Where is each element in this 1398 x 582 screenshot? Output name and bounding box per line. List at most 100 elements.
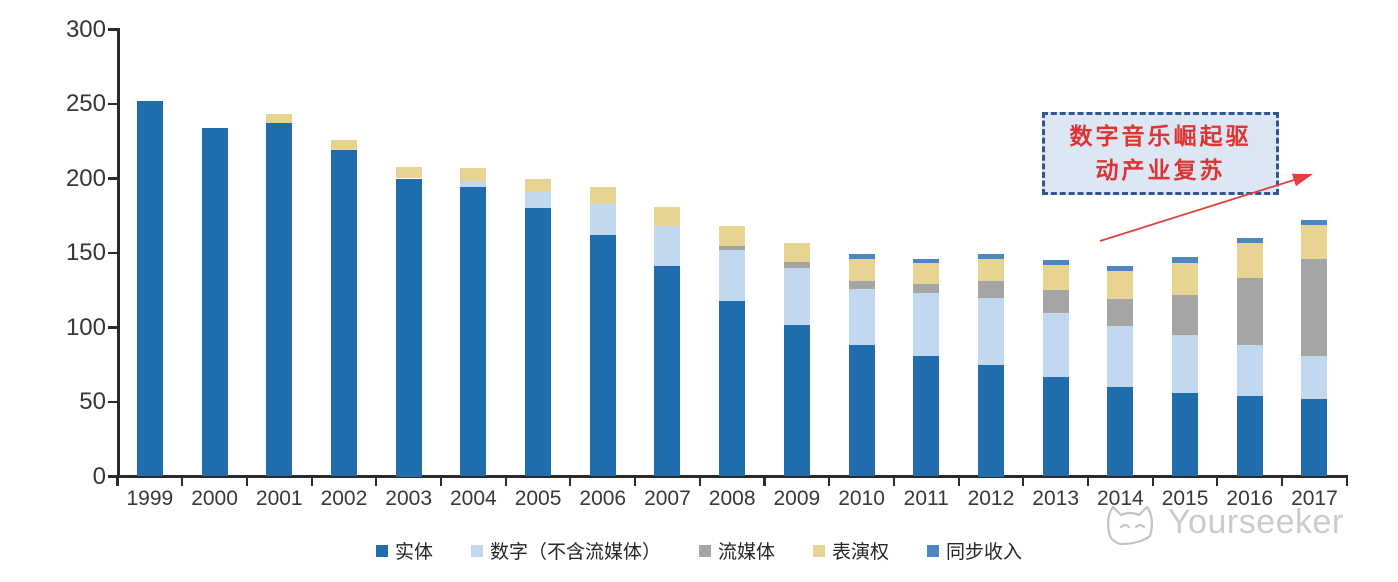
y-axis-tick bbox=[107, 102, 117, 106]
bar-segment bbox=[654, 226, 681, 267]
y-axis-tick bbox=[107, 475, 117, 478]
y-axis-tick bbox=[107, 326, 117, 329]
bar-segment bbox=[1042, 376, 1069, 477]
bar-segment bbox=[1301, 224, 1328, 259]
legend-swatch bbox=[470, 544, 483, 557]
legend-label: 表演权 bbox=[832, 542, 890, 563]
x-axis-tick bbox=[1281, 477, 1284, 486]
bar-segment bbox=[1172, 263, 1199, 295]
cat-logo-icon bbox=[1106, 505, 1154, 546]
bar-segment bbox=[1042, 260, 1069, 265]
bar-segment bbox=[848, 288, 875, 346]
bar-segment bbox=[330, 139, 357, 151]
x-axis-tick bbox=[698, 477, 701, 486]
legend-label: 流媒体 bbox=[717, 542, 775, 563]
bar-segment bbox=[589, 203, 616, 236]
x-axis-label: 2010 bbox=[838, 487, 885, 510]
y-axis-label: 250 bbox=[65, 90, 106, 117]
legend-item: 实体 bbox=[375, 537, 433, 564]
bar-segment bbox=[330, 150, 357, 477]
x-axis-tick bbox=[763, 477, 766, 486]
y-axis-label: 50 bbox=[79, 388, 106, 415]
bar-segment bbox=[913, 258, 940, 264]
legend-item: 表演权 bbox=[813, 537, 889, 564]
bar-segment bbox=[783, 267, 810, 325]
bar-segment bbox=[1042, 312, 1069, 377]
bar-segment bbox=[1107, 266, 1134, 271]
x-axis-label: 2002 bbox=[320, 487, 368, 510]
y-axis-label: 300 bbox=[65, 15, 106, 43]
bar-segment bbox=[1236, 238, 1263, 243]
bar-segment bbox=[525, 191, 552, 209]
x-axis-tick bbox=[181, 477, 184, 486]
y-axis-label: 0 bbox=[92, 462, 106, 490]
legend-label: 同步收入 bbox=[946, 542, 1023, 563]
bar-segment bbox=[977, 364, 1004, 477]
legend-item: 同步收入 bbox=[927, 537, 1022, 564]
bar-segment bbox=[977, 297, 1004, 365]
x-axis-label: 2016 bbox=[1226, 487, 1274, 510]
x-axis-tick bbox=[828, 477, 831, 486]
bar-segment bbox=[977, 258, 1004, 282]
bar-segment bbox=[266, 123, 293, 477]
x-axis-tick bbox=[439, 477, 443, 486]
bar-segment bbox=[1172, 294, 1199, 335]
x-axis-tick bbox=[1086, 477, 1090, 486]
bar-segment bbox=[1301, 355, 1328, 399]
x-axis-tick bbox=[1216, 477, 1219, 486]
legend-label: 实体 bbox=[394, 542, 433, 563]
bar-segment bbox=[848, 254, 875, 259]
x-axis-tick bbox=[116, 477, 119, 486]
bar-segment bbox=[1236, 242, 1263, 279]
x-axis-label: 2011 bbox=[903, 487, 949, 510]
bar-segment bbox=[913, 263, 940, 285]
bar-segment bbox=[848, 345, 875, 477]
bar-segment bbox=[1107, 270, 1134, 300]
x-axis-tick bbox=[569, 477, 572, 486]
annotation-line-2: 动产业复苏 bbox=[1095, 157, 1226, 183]
bar-segment bbox=[1172, 257, 1199, 264]
x-axis-label: 2000 bbox=[191, 487, 238, 510]
bar-segment bbox=[719, 245, 746, 251]
bar-segment bbox=[460, 187, 487, 477]
bar-segment bbox=[783, 324, 810, 477]
bar-segment bbox=[266, 114, 293, 124]
bar-segment bbox=[1107, 326, 1134, 388]
legend-label: 数字（不含流媒体） bbox=[489, 542, 661, 563]
legend-swatch bbox=[375, 544, 388, 557]
bar-segment bbox=[1107, 387, 1134, 477]
bar-segment bbox=[1107, 299, 1134, 326]
bar-segment bbox=[1236, 278, 1263, 346]
x-axis-tick bbox=[634, 477, 637, 486]
bar-segment bbox=[460, 181, 487, 188]
y-axis-tick bbox=[107, 28, 117, 31]
x-axis-tick bbox=[892, 477, 895, 486]
annotation-line-1: 数字音乐崛起驱 bbox=[1069, 124, 1252, 150]
bar-segment bbox=[1301, 258, 1328, 356]
watermark-text: Yourseeker bbox=[1168, 502, 1344, 541]
bar-segment bbox=[460, 168, 487, 182]
x-axis-label: 2008 bbox=[708, 487, 756, 510]
bar-segment bbox=[1236, 345, 1263, 397]
legend-item: 数字（不含流媒体） bbox=[470, 537, 661, 564]
bar-segment bbox=[1042, 290, 1069, 313]
bar-segment bbox=[654, 206, 681, 227]
x-axis-label: 2007 bbox=[644, 487, 691, 510]
bar-segment bbox=[1301, 399, 1328, 477]
y-axis-tick bbox=[107, 177, 117, 180]
legend-swatch bbox=[698, 544, 711, 557]
y-axis-tick bbox=[107, 400, 117, 404]
x-axis-label: 2017 bbox=[1291, 487, 1338, 510]
bar-segment bbox=[719, 226, 746, 246]
x-axis-tick bbox=[1022, 477, 1025, 486]
watermark: Yourseeker bbox=[1100, 498, 1344, 546]
x-axis-label: 2004 bbox=[449, 487, 497, 510]
legend-swatch bbox=[927, 544, 940, 557]
bar-segment bbox=[977, 254, 1004, 259]
y-axis-line bbox=[117, 28, 120, 477]
x-axis-label: 2003 bbox=[385, 487, 432, 510]
x-axis-label: 2012 bbox=[967, 487, 1015, 510]
bar-segment bbox=[848, 281, 875, 289]
bar-segment bbox=[977, 281, 1004, 298]
